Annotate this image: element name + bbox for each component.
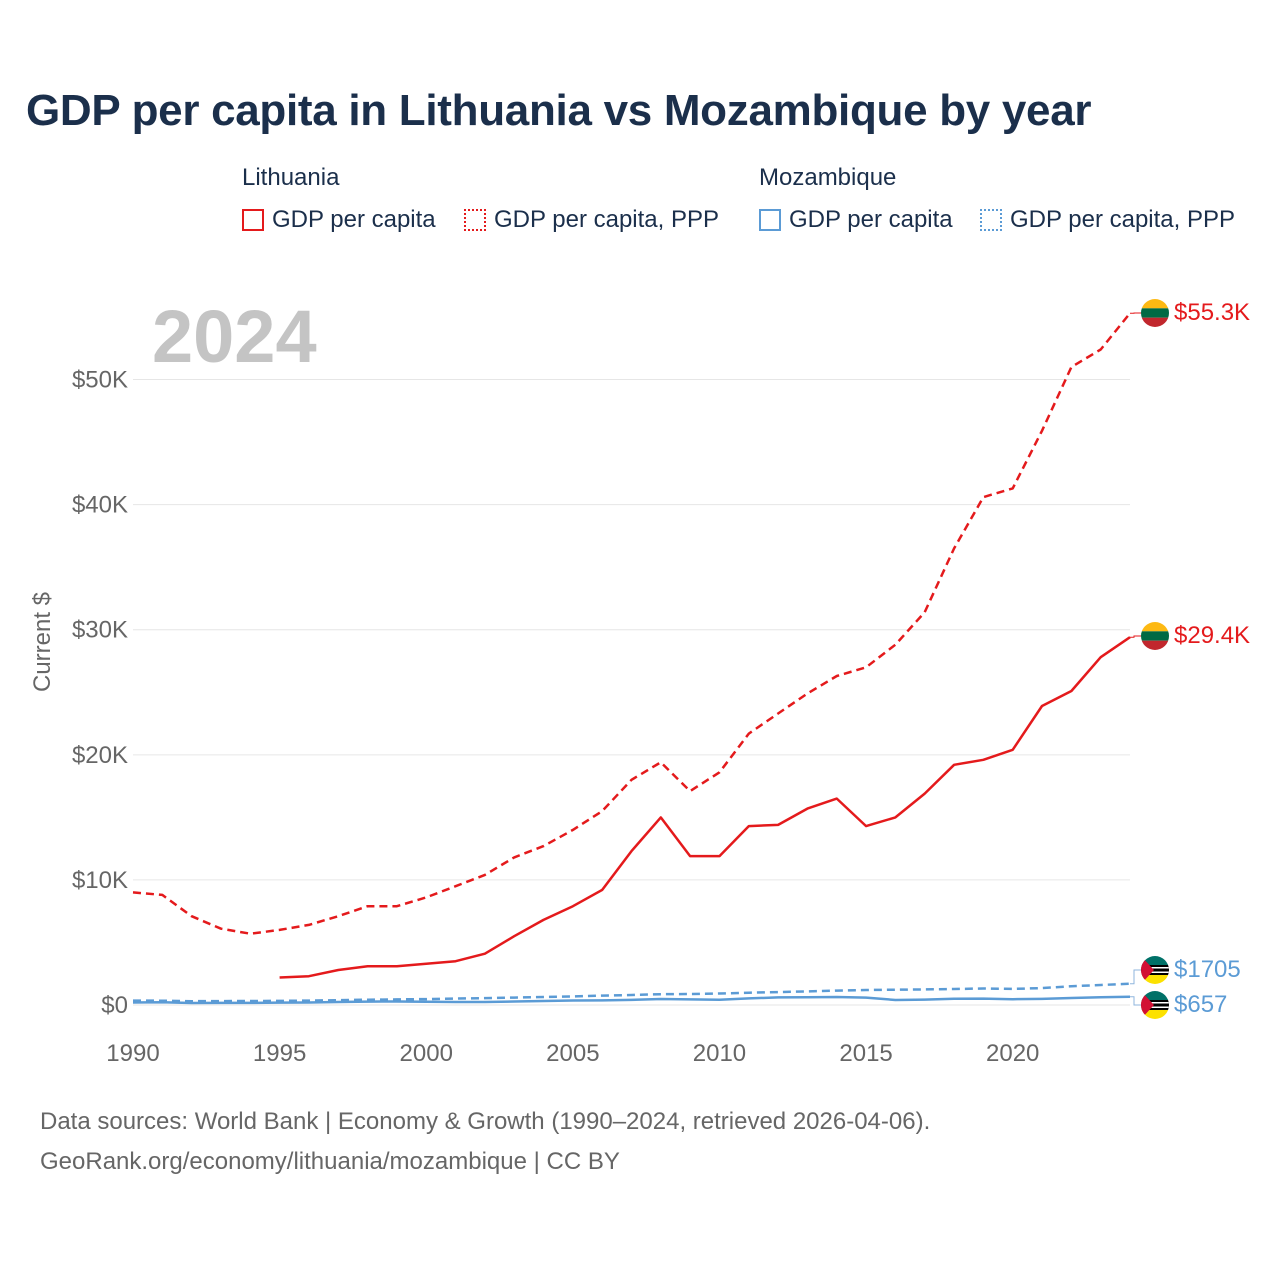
legend-item-mozambique-gdp-ppp[interactable]: GDP per capita, PPP bbox=[980, 206, 1235, 234]
y-tick-label: $40K bbox=[72, 492, 128, 519]
year-watermark: 2024 bbox=[152, 295, 317, 378]
y-tick-label: $50K bbox=[72, 367, 128, 394]
end-label-mozambique-ppp: $1705 bbox=[1174, 956, 1241, 983]
legend-item-lithuania-gdp[interactable]: GDP per capita bbox=[242, 206, 436, 234]
legend-group-mozambique: Mozambique bbox=[759, 164, 897, 191]
x-tick-label: 2010 bbox=[693, 1040, 746, 1067]
x-tick-label: 2005 bbox=[546, 1040, 599, 1067]
legend-item-mozambique-gdp[interactable]: GDP per capita bbox=[759, 206, 953, 234]
y-tick-label: $0 bbox=[101, 992, 128, 1019]
source-note: Data sources: World Bank | Economy & Gro… bbox=[40, 1108, 931, 1135]
series-line-mozambique-ppp bbox=[132, 982, 1131, 1003]
legend-swatch-dotted-red bbox=[464, 209, 486, 231]
legend-label: GDP per capita bbox=[272, 206, 436, 233]
x-tick-label: 2000 bbox=[400, 1040, 453, 1067]
legend-label: GDP per capita, PPP bbox=[494, 206, 719, 233]
mozambique-flag-icon bbox=[1141, 956, 1169, 984]
lithuania-flag-icon bbox=[1141, 622, 1169, 650]
legend-label: GDP per capita, PPP bbox=[1010, 206, 1235, 233]
label-connector bbox=[1130, 969, 1141, 985]
end-label-lithuania-gdp: $29.4K bbox=[1174, 622, 1250, 649]
legend-label: GDP per capita bbox=[789, 206, 953, 233]
mozambique-flag-icon bbox=[1141, 991, 1169, 1019]
end-label-mozambique-gdp: $657 bbox=[1174, 991, 1227, 1018]
legend-swatch-dotted-blue bbox=[980, 209, 1002, 231]
label-connector bbox=[1130, 996, 1141, 1006]
series-line-lithuania-ppp bbox=[132, 312, 1131, 935]
end-label-lithuania-ppp: $55.3K bbox=[1174, 299, 1250, 326]
x-tick-label: 1990 bbox=[106, 1040, 159, 1067]
y-tick-label: $30K bbox=[72, 617, 128, 644]
chart-title: GDP per capita in Lithuania vs Mozambiqu… bbox=[26, 86, 1092, 135]
y-tick-label: $20K bbox=[72, 742, 128, 769]
y-axis-label: Current $ bbox=[29, 592, 56, 692]
label-connector bbox=[1130, 635, 1141, 638]
legend-swatch-solid-blue bbox=[759, 209, 781, 231]
series-line-mozambique-gdp bbox=[132, 995, 1131, 1005]
legend-swatch-solid-red bbox=[242, 209, 264, 231]
x-tick-label: 2020 bbox=[986, 1040, 1039, 1067]
lithuania-flag-icon bbox=[1141, 299, 1169, 327]
line-chart: 2024 $0 $10K $20K $30K $40K $50K 1990 1995 2000… bbox=[29, 295, 1250, 1067]
source-link[interactable]: GeoRank.org/economy/lithuania/mozambique… bbox=[40, 1148, 620, 1175]
x-tick-label: 1995 bbox=[253, 1040, 306, 1067]
legend-item-lithuania-gdp-ppp[interactable]: GDP per capita, PPP bbox=[464, 206, 719, 234]
series-line-lithuania-gdp bbox=[279, 636, 1131, 979]
x-tick-label: 2015 bbox=[839, 1040, 892, 1067]
legend-group-lithuania: Lithuania bbox=[242, 164, 340, 191]
y-tick-label: $10K bbox=[72, 867, 128, 894]
